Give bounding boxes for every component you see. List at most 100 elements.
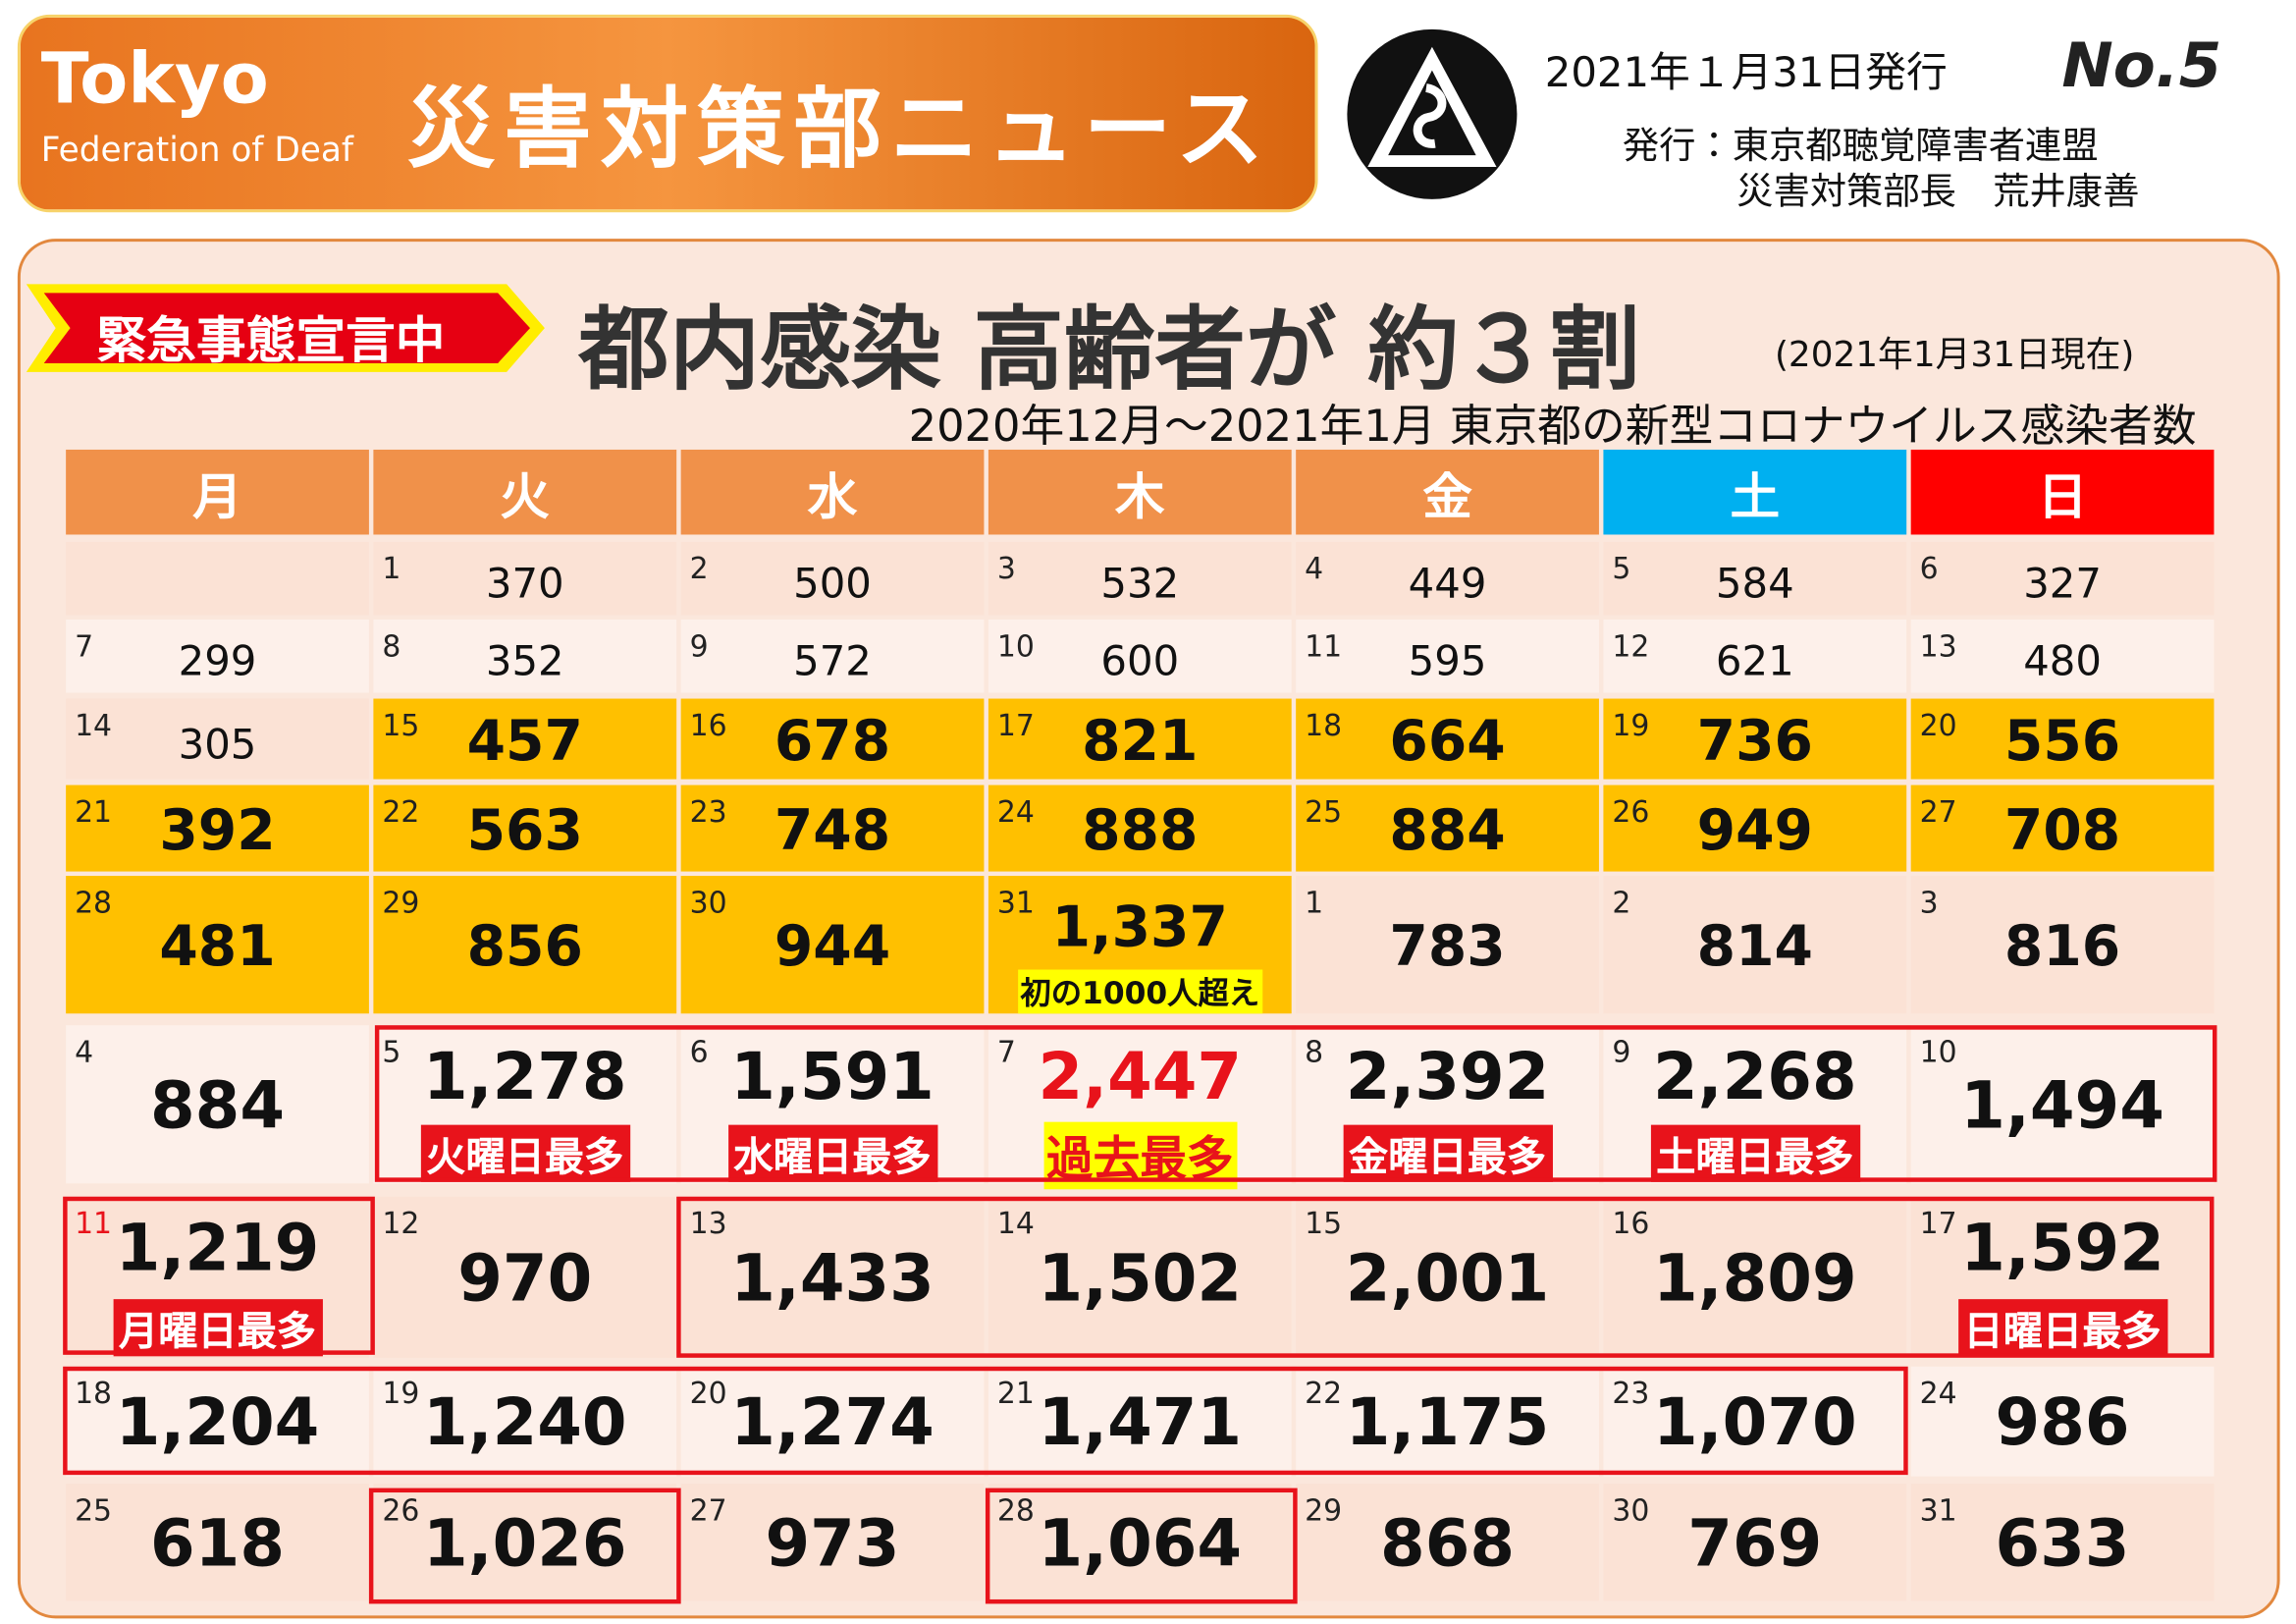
case-count: 2,392: [1345, 1039, 1550, 1114]
case-count: 1,064: [1038, 1506, 1243, 1582]
day-number: 5: [1612, 550, 1631, 586]
headline: 都内感染 高齢者が 約３割: [578, 296, 1640, 404]
case-count: 678: [774, 708, 891, 774]
calendar-cell: 7 299: [66, 619, 369, 693]
calendar-cell: 11 1,219 月曜日最多: [66, 1196, 369, 1358]
day-number: 27: [689, 1492, 727, 1528]
calendar-cell: 22 563: [373, 785, 677, 872]
calendar-cell: 2 814: [1603, 876, 1907, 1014]
calendar-cell: 29 856: [373, 876, 677, 1014]
case-count: 1,591: [730, 1039, 934, 1114]
case-count: 1,592: [1960, 1211, 2164, 1286]
case-count: 986: [1995, 1385, 2130, 1461]
case-count: 449: [1408, 560, 1487, 609]
highlight-box: [374, 1025, 2217, 1182]
note-label: 水曜日最多: [727, 1124, 937, 1182]
calendar-cell: 16 678: [680, 698, 985, 780]
case-count: 457: [466, 708, 583, 774]
weekday-header: 金: [1296, 449, 1599, 535]
calendar-cell: 8 2,392 金曜日最多: [1296, 1025, 1599, 1184]
weekday-header: 火: [373, 449, 677, 535]
case-count: 618: [149, 1506, 286, 1582]
day-number: 10: [1919, 1034, 1957, 1069]
case-count: 480: [2023, 637, 2102, 686]
case-count: 600: [1100, 637, 1180, 686]
day-number: 5: [382, 1034, 401, 1069]
case-count: 1,471: [1038, 1385, 1243, 1461]
case-count: 305: [178, 720, 257, 769]
newsletter-title: 災害対策部ニュース: [406, 79, 1273, 182]
calendar-cell: 25 884: [1296, 785, 1599, 872]
day-number: 21: [996, 1375, 1035, 1411]
case-count: 816: [2003, 914, 2121, 979]
note-label: 初の1000人超え: [1017, 969, 1263, 1014]
day-number: 14: [996, 1205, 1035, 1241]
case-count: 481: [159, 914, 276, 979]
calendar-cell: 13 480: [1910, 619, 2215, 693]
case-count: 769: [1687, 1506, 1823, 1582]
day-number: 19: [382, 1375, 420, 1411]
calendar-cell: 1 370: [373, 541, 677, 616]
day-number: 4: [1305, 550, 1324, 586]
day-number: 3: [996, 550, 1016, 586]
case-count: 2,268: [1653, 1039, 1857, 1114]
as-of-date: (2021年1月31日現在): [1774, 334, 2135, 375]
case-count: 352: [485, 637, 564, 686]
note-label: 火曜日最多: [420, 1124, 630, 1182]
case-count: 888: [1082, 797, 1199, 863]
table-subtitle: 2020年12月～2021年1月 東京都の新型コロナウイルス感染者数: [908, 401, 2197, 453]
day-number: 12: [382, 1205, 420, 1241]
day-number: 26: [382, 1492, 420, 1528]
day-number: 2: [689, 550, 709, 586]
case-count: 500: [793, 560, 872, 609]
calendar-cell: 6 327: [1910, 541, 2215, 616]
banner-text: 緊急事態宣言中: [96, 311, 446, 371]
calendar-cell: 27 708: [1910, 785, 2215, 872]
calendar-cell: 28 481: [66, 876, 369, 1014]
case-count: 1,175: [1345, 1385, 1550, 1461]
day-number: 22: [1305, 1375, 1343, 1411]
calendar-cell: 24 986: [1910, 1366, 2215, 1477]
case-count: 821: [1082, 708, 1199, 774]
calendar-cell: 14 1,502: [988, 1196, 1292, 1358]
case-count: 973: [765, 1506, 900, 1582]
day-number: 25: [75, 1492, 113, 1528]
day-number: 25: [1305, 793, 1343, 830]
day-number: 1: [382, 550, 401, 586]
case-count: 884: [1389, 797, 1506, 863]
case-count: 370: [485, 560, 564, 609]
case-count: 868: [1380, 1506, 1516, 1582]
calendar-cell: 10 600: [988, 619, 1292, 693]
day-number: 8: [1305, 1034, 1324, 1069]
highlight-box: [985, 1488, 1298, 1604]
case-count: 1,070: [1653, 1385, 1857, 1461]
calendar-cell: 3 816: [1910, 876, 2215, 1014]
calendar-cell: 15 2,001: [1296, 1196, 1599, 1358]
note-label: 土曜日最多: [1650, 1124, 1860, 1182]
day-number: 8: [382, 627, 401, 664]
case-count: 736: [1696, 708, 1813, 774]
calendar-cell: 6 1,591 水曜日最多: [680, 1025, 985, 1184]
calendar-cell: 25 618: [66, 1484, 369, 1601]
case-count: 1,502: [1038, 1241, 1243, 1317]
calendar-cell: 3 532: [988, 541, 1292, 616]
day-number: 23: [1612, 1375, 1650, 1411]
case-count: 572: [793, 637, 872, 686]
day-number: 12: [1612, 627, 1650, 664]
calendar-cell: 8 352: [373, 619, 677, 693]
day-number: 28: [75, 884, 113, 920]
calendar-cell: [66, 541, 369, 616]
banner-shape: [26, 284, 545, 372]
org-name: Tokyo: [40, 37, 269, 121]
case-count: 392: [159, 797, 276, 863]
case-count: 532: [1100, 560, 1180, 609]
calendar-cell: 15 457: [373, 698, 677, 780]
weekday-header: 土: [1603, 449, 1907, 535]
case-count: 2,001: [1345, 1241, 1550, 1317]
day-number: 30: [1612, 1492, 1650, 1528]
day-number: 10: [996, 627, 1035, 664]
calendar-cell: 18 1,204: [66, 1366, 369, 1477]
case-count: 949: [1696, 797, 1813, 863]
header-box: [17, 14, 1318, 213]
day-number: 3: [1919, 884, 1939, 920]
